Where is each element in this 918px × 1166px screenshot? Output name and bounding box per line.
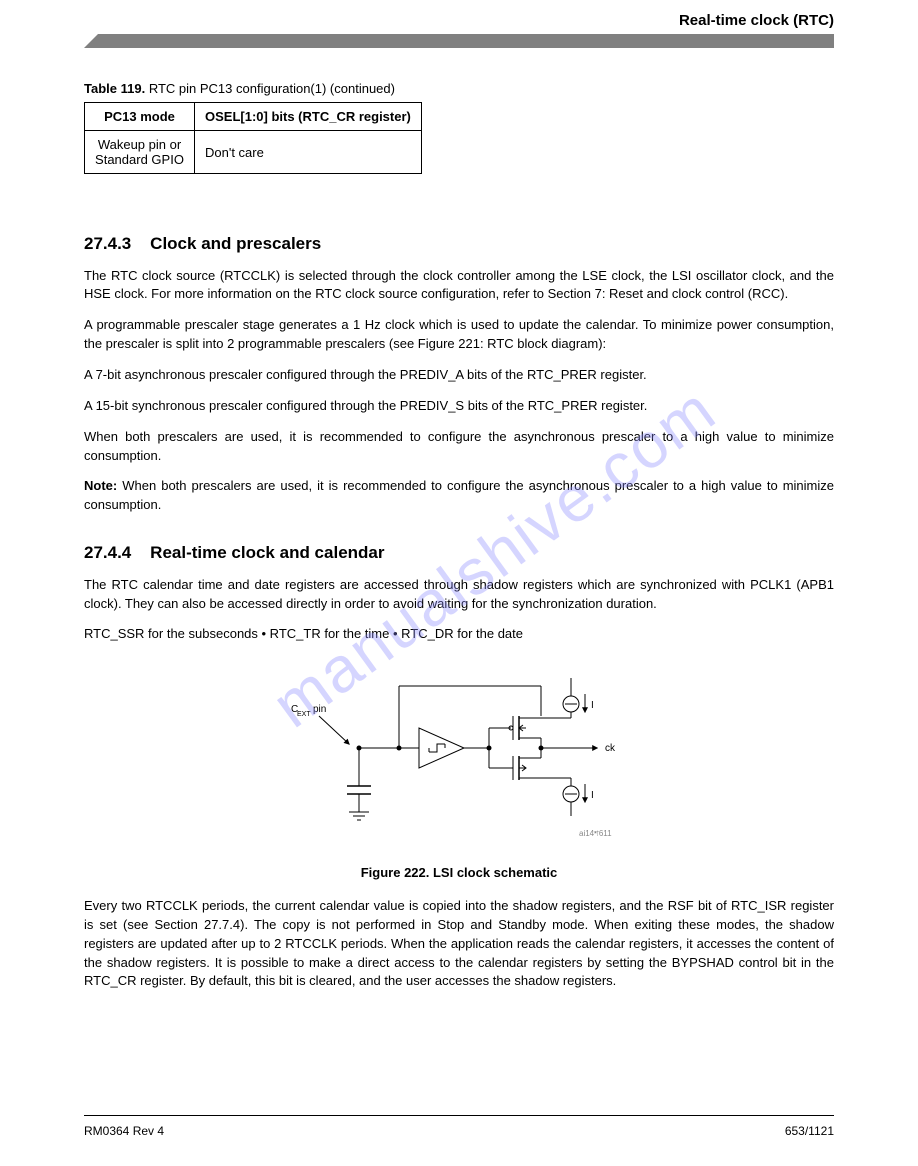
cext-pin: pin [313, 704, 326, 715]
heading: 27.4.4 Real-time clock and calendar [84, 541, 834, 566]
paragraph: A 7-bit asynchronous prescaler configure… [84, 366, 834, 385]
heading-title: Clock and prescalers [150, 234, 321, 253]
footer-rule [84, 1115, 834, 1116]
i-bot-label: I [591, 790, 594, 801]
heading-num: 27.4.3 [84, 234, 131, 253]
table-row: Wakeup pin or Standard GPIO Don't care [85, 131, 422, 174]
note-text: When both prescalers are used, it is rec… [84, 478, 834, 512]
footer-left: RM0364 Rev 4 [84, 1124, 164, 1138]
schematic-svg: C EXT pin [279, 656, 639, 856]
schematic-id: ai14শ611 [579, 829, 612, 838]
paragraph: Every two RTCCLK periods, the current ca… [84, 897, 834, 991]
note-label: Note: [84, 478, 117, 493]
page-header-title: Real-time clock (RTC) [679, 12, 834, 29]
ck-label: ck [605, 743, 616, 754]
figure-wrap: C EXT pin [84, 656, 834, 856]
heading-num: 27.4.4 [84, 543, 131, 562]
heading: 27.4.3 Clock and prescalers [84, 232, 834, 257]
paragraph: A programmable prescaler stage generates… [84, 316, 834, 354]
nmos [489, 756, 541, 780]
table-cell: Don't care [195, 131, 422, 174]
i-top-label: I [591, 700, 594, 711]
paragraph: When both prescalers are used, it is rec… [84, 428, 834, 466]
paragraph: RTC_SSR for the subseconds • RTC_TR for … [84, 625, 834, 644]
paragraph: A 15-bit synchronous prescaler configure… [84, 397, 834, 416]
table-cell: PC13 mode [85, 103, 195, 131]
table-caption-rest: RTC pin PC13 configuration(1) (continued… [149, 81, 395, 96]
table-caption-bold: Table 119. [84, 81, 145, 96]
table-caption: Table 119. RTC pin PC13 configuration(1)… [84, 81, 395, 96]
header-fill [98, 34, 834, 48]
heading-title: Real-time clock and calendar [150, 543, 384, 562]
page: Real-time clock (RTC) Table 119. RTC pin… [0, 0, 918, 1166]
table-cell: Wakeup pin or Standard GPIO [85, 131, 195, 174]
pmos [489, 716, 541, 740]
table-cell: OSEL[1:0] bits (RTC_CR register) [195, 103, 422, 131]
paragraph: The RTC calendar time and date registers… [84, 576, 834, 614]
figure-caption: Figure 222. LSI clock schematic [84, 864, 834, 883]
cext-sub: EXT [297, 711, 311, 718]
paragraph: The RTC clock source (RTCCLK) is selecte… [84, 267, 834, 305]
paragraph: Note: When both prescalers are used, it … [84, 477, 834, 515]
header-bar [84, 34, 834, 48]
body-text: 27.4.3 Clock and prescalers The RTC cloc… [84, 206, 834, 1003]
header-wedge [84, 34, 98, 48]
register-table: PC13 mode OSEL[1:0] bits (RTC_CR registe… [84, 102, 422, 174]
footer-right: 653/1121 [785, 1124, 834, 1138]
table-row: PC13 mode OSEL[1:0] bits (RTC_CR registe… [85, 103, 422, 131]
